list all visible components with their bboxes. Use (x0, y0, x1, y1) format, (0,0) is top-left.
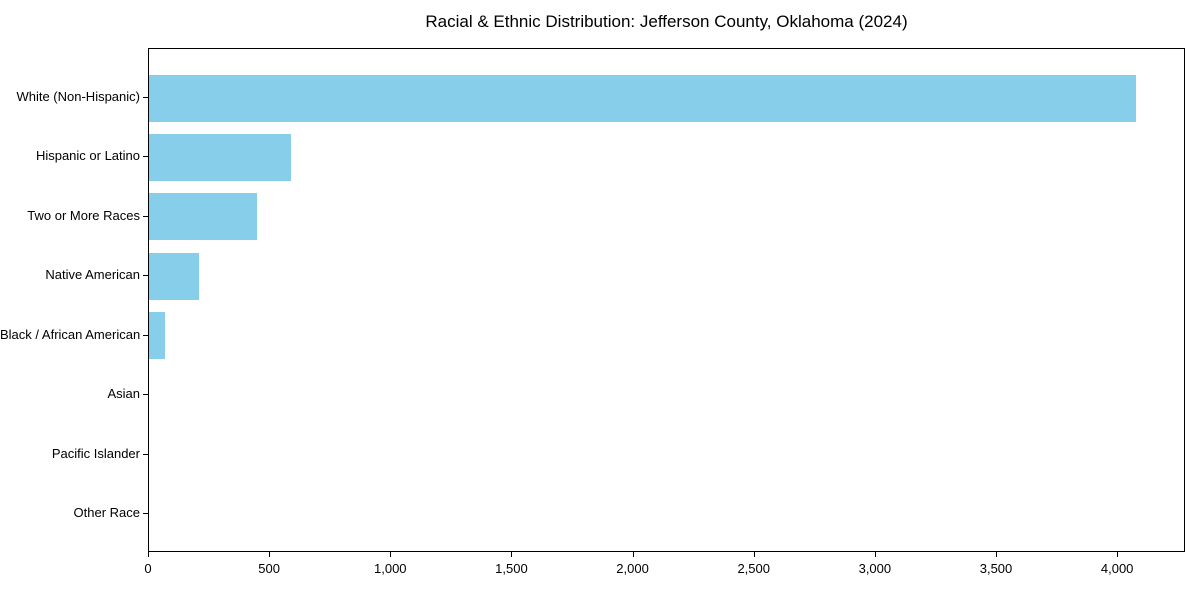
x-tick-mark (874, 552, 876, 557)
x-tick-mark (632, 552, 634, 557)
x-tick-mark (511, 552, 513, 557)
x-tick-label-500: 500 (258, 561, 280, 576)
y-tick-mark (143, 215, 148, 217)
x-tick-mark (996, 552, 997, 557)
bar-hispanic-or-latino (149, 133, 291, 181)
y-tick-label-other-race: Other Race (73, 505, 140, 520)
y-tick-label-hispanic-or-latino: Hispanic or Latino (35, 148, 140, 164)
x-tick-label-2000: 2,000 (616, 561, 649, 576)
x-tick-label-3500: 3,500 (979, 561, 1013, 576)
x-tick-label-0: 0 (144, 561, 152, 576)
y-tick-label-native-american: Native American (45, 267, 140, 283)
y-tick-label-asian: Asian (107, 386, 140, 402)
chart-title: Racial & Ethnic Distribution: Jefferson … (425, 12, 908, 31)
bar-native-american (149, 252, 199, 300)
x-tick-mark (1117, 552, 1119, 557)
y-tick-label-pacific-islander: Pacific Islander (51, 445, 140, 461)
plot-area (148, 48, 1185, 552)
y-tick-mark (143, 453, 148, 455)
bar-two-or-more-races (149, 193, 257, 241)
y-tick-mark (143, 513, 148, 514)
bar-black-african-american (149, 312, 165, 360)
x-tick-mark (269, 552, 271, 557)
x-tick-mark (753, 552, 755, 557)
y-tick-label-black-african-american: Black / African American (0, 326, 141, 342)
y-tick-label-white-non-hispanic: White (Non-Hispanic) (16, 89, 140, 104)
y-tick-mark (143, 275, 148, 277)
x-tick-label-1500: 1,500 (495, 561, 528, 576)
x-tick-label-2500: 2,500 (737, 561, 770, 576)
y-tick-mark (143, 394, 148, 396)
y-tick-label-two-or-more-races: Two or More Races (27, 207, 140, 223)
x-tick-label-3000: 3,000 (858, 561, 892, 576)
bar-white-non-hispanic (149, 74, 1137, 122)
x-tick-label-1000: 1,000 (374, 561, 407, 576)
y-tick-mark (143, 334, 148, 336)
x-tick-mark (148, 552, 149, 557)
x-tick-label-4000: 4,000 (1100, 561, 1134, 576)
y-tick-mark (143, 97, 148, 98)
y-tick-mark (143, 156, 148, 158)
x-tick-mark (390, 552, 392, 557)
